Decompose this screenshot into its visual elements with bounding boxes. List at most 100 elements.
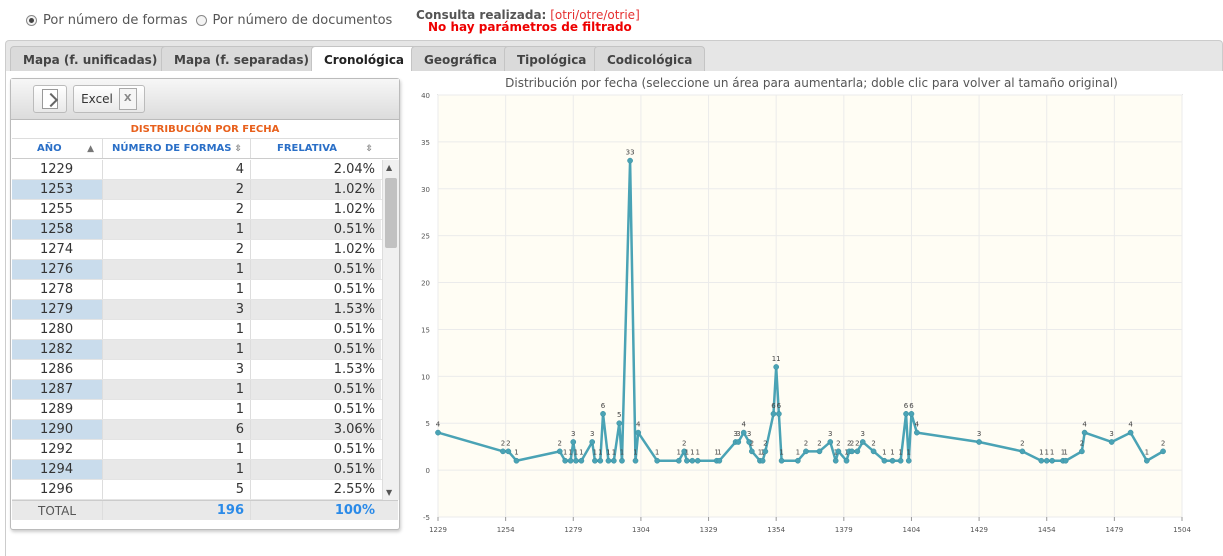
header-count[interactable]: NÚMERO DE FORMAS ⇳ xyxy=(103,139,251,158)
y-tick-label: 10 xyxy=(421,373,430,381)
data-label: 1 xyxy=(563,449,567,457)
data-point xyxy=(600,410,606,417)
row-year: 1290 xyxy=(12,420,103,439)
excel-button[interactable]: Excel xyxy=(73,85,145,113)
header-year-label: AÑO xyxy=(37,143,62,154)
data-point xyxy=(843,457,850,464)
data-point xyxy=(849,448,855,455)
data-point xyxy=(776,410,782,417)
tab-codicologica[interactable]: Codicológica xyxy=(594,46,706,73)
table-row[interactable]: 1255 2 1.02% xyxy=(12,200,398,220)
data-label: 2 xyxy=(501,439,505,447)
table-row[interactable]: 1279 3 1.53% xyxy=(12,300,398,320)
tab-tipologica[interactable]: Tipológica xyxy=(504,46,600,73)
table-row[interactable]: 1278 1 0.51% xyxy=(12,280,398,300)
row-count: 1 xyxy=(103,220,251,239)
scroll-down-icon[interactable]: ▼ xyxy=(386,488,393,497)
data-point xyxy=(773,364,780,370)
table-row[interactable]: 1229 4 2.04% xyxy=(12,160,398,180)
row-count: 1 xyxy=(103,320,251,339)
table-row[interactable]: 1296 5 2.55% xyxy=(12,480,398,500)
table-row[interactable]: 1287 1 0.51% xyxy=(12,380,398,400)
data-label: 2 xyxy=(682,439,686,447)
data-point xyxy=(611,457,617,464)
table-row[interactable]: 1274 2 1.02% xyxy=(12,240,398,260)
row-count: 1 xyxy=(103,380,251,399)
row-rel: 0.51% xyxy=(333,402,375,417)
table-toolbar: Excel xyxy=(11,79,399,120)
radio-docs[interactable] xyxy=(195,15,207,26)
x-tick-label: 1479 xyxy=(1105,526,1123,534)
table-row[interactable]: 1258 1 0.51% xyxy=(12,220,398,240)
data-label: 2 xyxy=(1161,439,1165,447)
radio-forms-label[interactable]: Por número de formas xyxy=(43,13,188,28)
data-label: 2 xyxy=(871,439,875,447)
table-row[interactable]: 1290 6 3.06% xyxy=(12,420,398,440)
sort-asc-icon: ▲ xyxy=(87,144,94,154)
tab-mapa-separadas[interactable]: Mapa (f. separadas) xyxy=(161,46,322,73)
table-row[interactable]: 1292 1 0.51% xyxy=(12,440,398,460)
data-label: 1 xyxy=(1039,449,1043,457)
table-row[interactable]: 1282 1 0.51% xyxy=(12,340,398,360)
data-point xyxy=(1038,457,1045,464)
data-point xyxy=(1062,457,1069,464)
data-label: 1 xyxy=(833,449,837,457)
data-point xyxy=(914,429,920,436)
data-point xyxy=(1043,457,1050,464)
row-count: 1 xyxy=(103,260,251,279)
header-rel-label: FRELATIVA xyxy=(277,143,338,154)
row-rel: 0.51% xyxy=(251,340,381,359)
table-row[interactable]: 1289 1 0.51% xyxy=(12,400,398,420)
table-row[interactable]: 1276 1 0.51% xyxy=(12,260,398,280)
table-scrollbar[interactable]: ▲ ▼ xyxy=(382,160,399,500)
row-count: 1 xyxy=(103,280,251,299)
row-rel: 0.51% xyxy=(333,322,375,337)
row-rel: 2.55% xyxy=(333,482,375,497)
top-bar: Por número de formas Por número de docum… xyxy=(0,0,1223,40)
data-point xyxy=(684,457,690,464)
data-point xyxy=(573,457,579,464)
row-rel: 0.51% xyxy=(251,260,381,279)
row-year: 1294 xyxy=(12,460,103,479)
tab-geografica[interactable]: Geográfica xyxy=(411,46,510,73)
table-row[interactable]: 1253 2 1.02% xyxy=(12,180,398,200)
data-point xyxy=(592,457,598,464)
radio-forms[interactable] xyxy=(26,15,37,26)
sort-both-icon: ⇳ xyxy=(234,144,242,154)
data-label: 1 xyxy=(685,449,689,457)
data-point xyxy=(794,457,801,464)
data-point xyxy=(654,457,660,464)
table-row[interactable]: 1286 3 1.53% xyxy=(12,360,398,380)
data-point xyxy=(1160,448,1166,455)
data-point xyxy=(675,457,682,464)
row-year: 1282 xyxy=(12,340,103,359)
header-count-label: NÚMERO DE FORMAS xyxy=(112,143,232,154)
x-tick-label: 1354 xyxy=(767,526,785,534)
y-tick-label: 40 xyxy=(421,92,430,100)
export-button[interactable] xyxy=(33,85,67,113)
tab-mapa-unificadas[interactable]: Mapa (f. unificadas) xyxy=(10,46,171,73)
data-point xyxy=(897,457,904,464)
data-label: 2 xyxy=(817,439,821,447)
tabs-bar: Mapa (f. unificadas) Mapa (f. separadas)… xyxy=(5,40,1223,74)
data-label: 1 xyxy=(574,449,578,457)
scroll-up-icon[interactable]: ▲ xyxy=(386,163,393,172)
data-label: 1 xyxy=(890,449,894,457)
row-count: 1 xyxy=(103,400,251,419)
data-label: 33 xyxy=(626,149,635,157)
data-point xyxy=(903,410,909,417)
radio-docs-label[interactable]: Por número de documentos xyxy=(212,13,393,28)
data-point xyxy=(556,448,563,455)
row-count: 3 xyxy=(103,300,251,319)
header-year[interactable]: AÑO ▲ xyxy=(12,139,103,158)
tab-cronologica[interactable]: Cronológica xyxy=(311,46,418,74)
chart-title: Distribución por fecha (seleccione un ár… xyxy=(505,76,1118,90)
data-label: 6 xyxy=(904,402,909,410)
header-rel[interactable]: FRELATIVA ⇳ xyxy=(251,139,381,158)
scroll-thumb[interactable] xyxy=(385,178,397,248)
y-tick-label: 35 xyxy=(421,139,430,147)
table-row[interactable]: 1280 1 0.51% xyxy=(12,320,398,340)
table-row[interactable]: 1294 1 0.51% xyxy=(12,460,398,480)
x-tick-label: 1504 xyxy=(1173,526,1191,534)
